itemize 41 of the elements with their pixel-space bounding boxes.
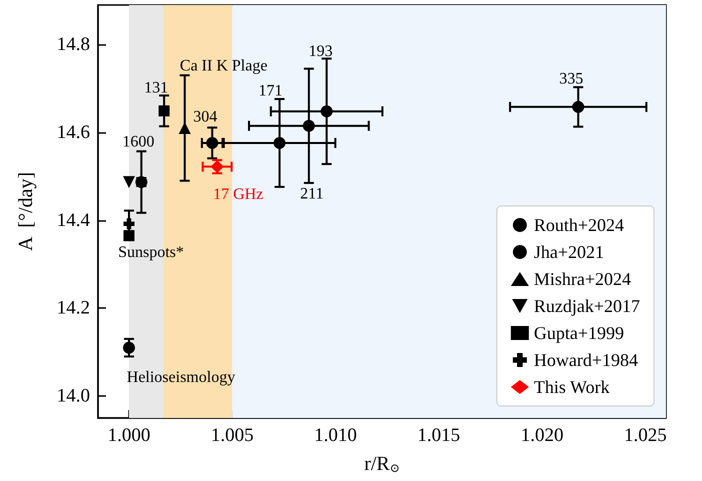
y-axis-title: A [°/day] [15,172,37,252]
annotation: 304 [193,108,218,126]
point [572,100,584,113]
annotation: 17 GHz [213,186,264,204]
legend-label: Jha+2021 [534,242,604,262]
point [122,176,135,188]
annotation: Helioseismology [126,369,236,386]
x-tick-label: 1.025 [624,425,667,446]
annotation: Sunspots* [118,244,184,262]
legend-label: Gupta+1999 [534,323,624,343]
point [122,342,135,354]
x-tick-label: 1.000 [108,425,150,446]
annotation: 171 [258,82,283,100]
legend-label: Routh+2024 [534,215,624,235]
point [206,136,218,149]
legend-label: Ruzdjak+2017 [534,296,640,316]
x-axis-title: r/R⊙ [364,453,400,475]
x-tick-label: 1.020 [520,425,564,446]
legend-label: Mishra+2024 [534,269,632,289]
point [178,122,191,134]
band-label: Ca II K Plage [180,58,268,74]
x-tick-label: 1.005 [210,425,254,446]
x-tick-label: 1.015 [417,425,460,446]
x-tick-label: 1.010 [314,425,357,446]
y-tick-label: 14.0 [56,386,90,407]
annotation: 1600 [122,134,154,151]
point [123,218,134,230]
y-tick-label: 14.6 [56,122,90,143]
annotation: 335 [559,70,584,88]
legend-label: Howard+1984 [534,350,638,370]
annotation: 211 [300,185,324,202]
point [158,105,170,116]
annotation: 131 [144,79,168,96]
point [274,136,286,149]
legend-label: This Work [534,377,610,397]
annotation: 193 [308,43,333,60]
y-tick-label: 14.2 [56,298,90,319]
y-tick-label: 14.8 [56,34,90,56]
y-tick-label: 14.4 [56,210,90,231]
point [302,120,315,132]
point [320,105,333,118]
